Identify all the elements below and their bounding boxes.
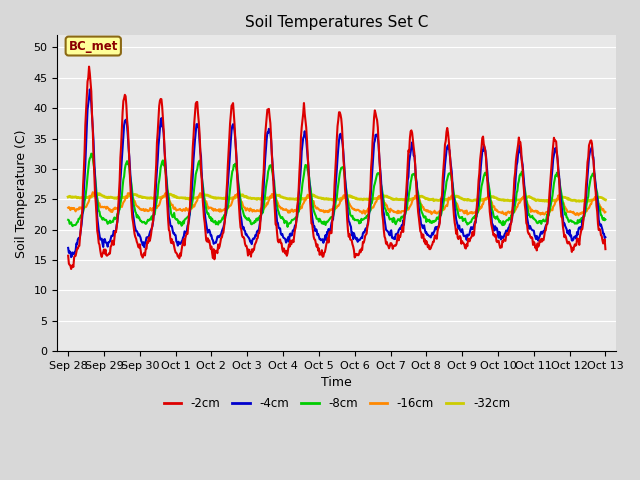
Text: BC_met: BC_met (68, 39, 118, 52)
Legend: -2cm, -4cm, -8cm, -16cm, -32cm: -2cm, -4cm, -8cm, -16cm, -32cm (159, 392, 515, 415)
Title: Soil Temperatures Set C: Soil Temperatures Set C (245, 15, 428, 30)
Y-axis label: Soil Temperature (C): Soil Temperature (C) (15, 129, 28, 257)
X-axis label: Time: Time (321, 376, 352, 389)
